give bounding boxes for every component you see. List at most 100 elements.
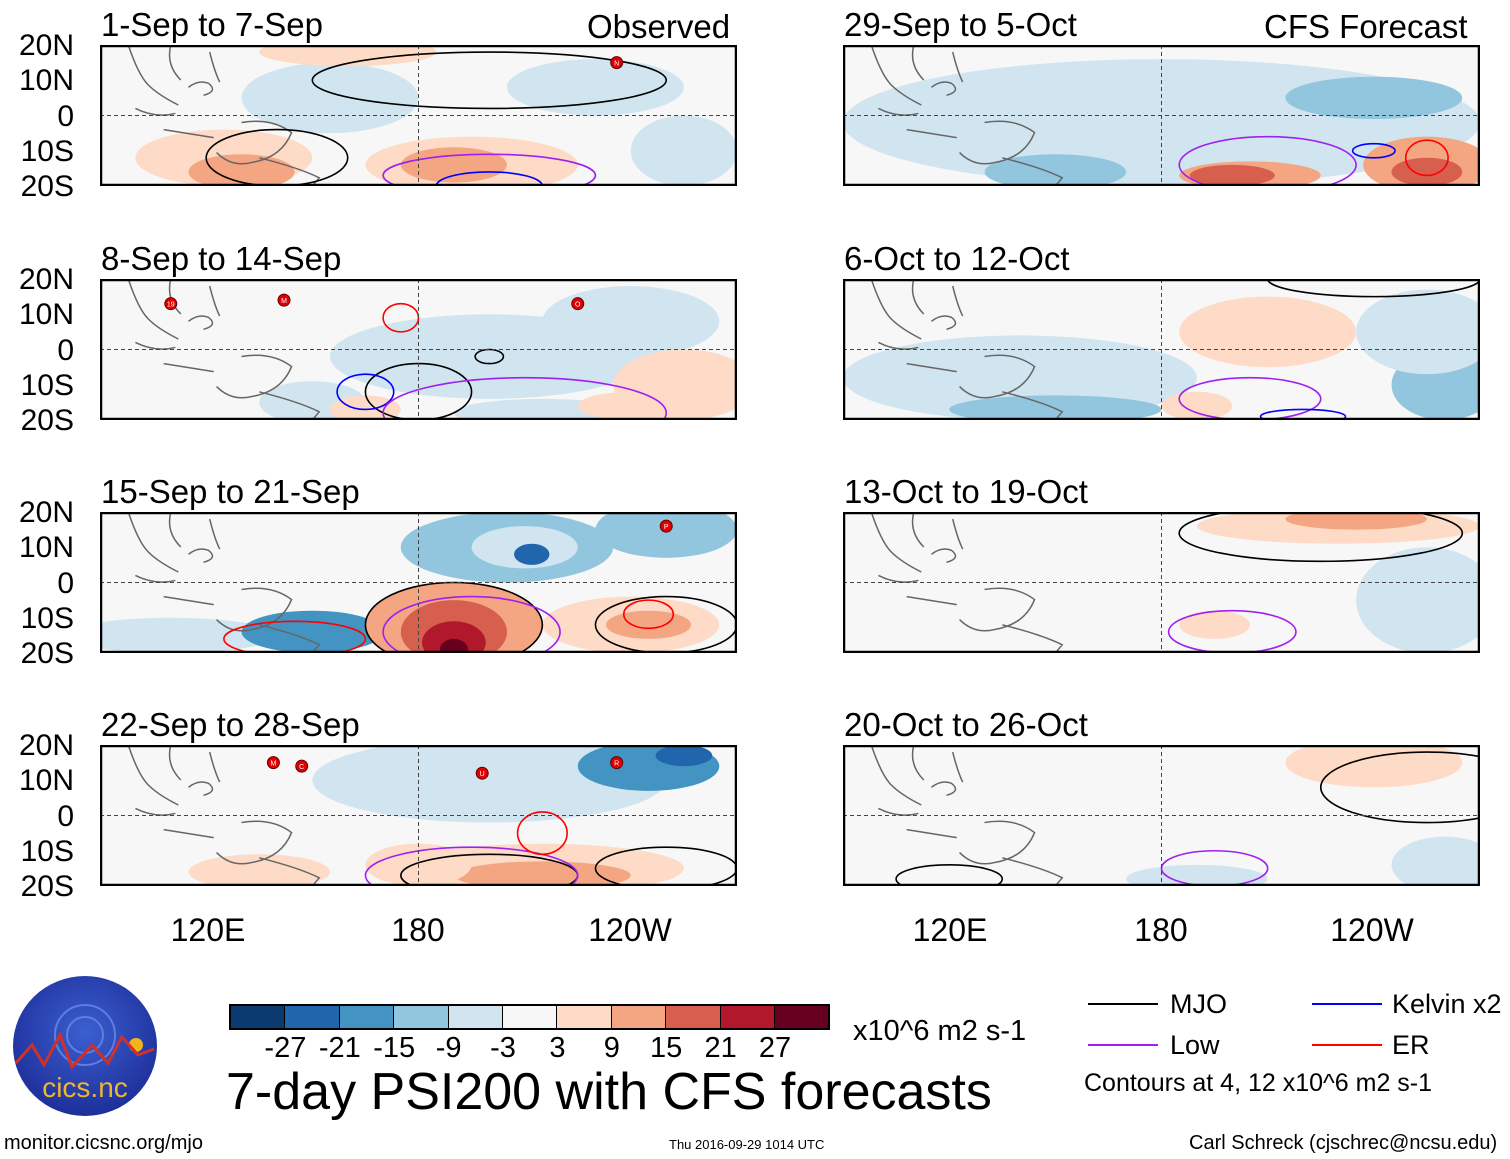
- cyclone-label: R: [614, 761, 619, 768]
- colorbar-tick-label: 27: [758, 1032, 792, 1064]
- legend-kelvin-line: [1312, 1003, 1382, 1005]
- cyclone-label: M: [270, 761, 276, 768]
- map-frame: [843, 279, 1480, 420]
- psi-anomaly-shading: [100, 617, 277, 653]
- colorbar-swatch: [557, 1006, 612, 1028]
- lat-label: 10N: [18, 298, 74, 332]
- colorbar-swatch: [448, 1006, 503, 1028]
- panel-title: 13-Oct to 19-Oct: [844, 473, 1088, 510]
- colorbar-tick-label: 21: [704, 1032, 737, 1064]
- lon-label-180-left: 180: [391, 912, 445, 948]
- psi-anomaly-shading: [577, 391, 684, 420]
- wave-contour: [364, 846, 579, 886]
- colorbar-units: x10^6 m2 s-1: [853, 1015, 1027, 1047]
- lat-label: 10N: [18, 764, 74, 798]
- colorbar-tick-label: -9: [435, 1032, 462, 1064]
- coastline: [870, 279, 1064, 420]
- psi-anomaly-shading: [595, 512, 737, 558]
- legend-low-line: [1088, 1044, 1158, 1046]
- map-panel: M C U R: [100, 745, 737, 886]
- colorbar-swatch: [502, 1006, 558, 1028]
- lat-label: 10S: [20, 134, 74, 168]
- colorbar-tick-label: -15: [373, 1032, 416, 1064]
- lat-label: 20S: [20, 870, 74, 903]
- observed-label: Observed: [587, 8, 731, 45]
- psi-anomaly-shading: [453, 861, 631, 886]
- lat-label: 20N: [18, 729, 74, 762]
- psi-anomaly-shading: [1285, 76, 1463, 120]
- lon-label-120w-left: 120W: [588, 912, 672, 948]
- legend-er-line: [1312, 1044, 1382, 1046]
- tropical-cyclone-icon: [571, 297, 585, 311]
- legend-low-label: Low: [1170, 1030, 1220, 1060]
- wave-contour: [1351, 142, 1396, 159]
- psi-anomaly-shading: [514, 543, 550, 565]
- wave-contour: [1178, 512, 1464, 563]
- psi-anomaly-shading: [188, 854, 331, 886]
- colorbar-swatch: [720, 1006, 775, 1028]
- wave-contour: [205, 128, 349, 186]
- coastline: [127, 745, 321, 886]
- tropical-cyclone-icon: [610, 56, 624, 70]
- wave-contour: [622, 599, 675, 630]
- wave-contour: [382, 153, 597, 186]
- panel-title: 15-Sep to 21-Sep: [101, 473, 360, 510]
- panel-title: 22-Sep to 28-Sep: [101, 706, 360, 743]
- tropical-cyclone-icon: [659, 519, 673, 533]
- coastline: [870, 512, 1064, 653]
- wave-contour: [594, 846, 737, 886]
- lat-label: 0: [57, 333, 74, 367]
- wave-contour: [516, 811, 568, 856]
- colorbar-swatch: [339, 1006, 395, 1028]
- wave-contour: [474, 348, 505, 365]
- lon-label-120w-right: 120W: [1330, 912, 1414, 948]
- psi-anomaly-shading: [655, 745, 713, 767]
- psi-anomaly-shading: [949, 395, 1162, 420]
- wave-contour: [1404, 139, 1449, 177]
- lon-label-120e-left: 120E: [170, 912, 246, 948]
- lat-label: 20N: [18, 496, 74, 529]
- wave-contour: [382, 376, 667, 420]
- colorbar: [229, 1004, 831, 1030]
- legend-mjo-label: MJO: [1170, 989, 1227, 1019]
- psi-anomaly-shading: [400, 147, 507, 183]
- colorbar-swatch: [774, 1006, 829, 1028]
- figure-title: 7-day PSI200 with CFS forecasts: [226, 1063, 992, 1121]
- footer-timestamp: Thu 2016-09-29 1014 UTC: [669, 1137, 825, 1152]
- coastline: [127, 279, 321, 420]
- panel-title: 6-Oct to 12-Oct: [844, 240, 1070, 277]
- wave-contour: [223, 620, 367, 653]
- colorbar-swatch: [666, 1006, 721, 1028]
- logo-text: cics.nc: [42, 1072, 128, 1103]
- psi-anomaly-shading: [1179, 296, 1357, 368]
- contours-note: Contours at 4, 12 x10^6 m2 s-1: [1084, 1069, 1433, 1097]
- psi-anomaly-shading: [241, 610, 384, 653]
- psi-anomaly-shading: [542, 286, 720, 357]
- map-frame: [100, 45, 737, 186]
- map-frame: [843, 512, 1480, 653]
- map-panel: 19 M O: [100, 279, 737, 420]
- psi-anomaly-shading: [188, 154, 295, 186]
- wave-contour: [895, 864, 1004, 886]
- map-panel: P: [100, 512, 737, 653]
- psi-anomaly-shading: [1391, 836, 1480, 886]
- tropical-cyclone-icon: [610, 756, 624, 770]
- psi-anomaly-shading: [259, 45, 437, 67]
- psi-anomaly-shading: [630, 115, 737, 186]
- coastline: [870, 745, 1064, 886]
- legend-mjo-line: [1088, 1003, 1158, 1005]
- coastline: [127, 45, 321, 186]
- lat-label: 20N: [18, 263, 74, 296]
- colorbar-swatch: [285, 1006, 340, 1028]
- psi-anomaly-shading: [439, 638, 469, 653]
- map-frame: [100, 745, 737, 886]
- footer-url[interactable]: monitor.cicsnc.org/mjo: [4, 1132, 203, 1154]
- map-frame: [843, 45, 1480, 186]
- colorbar-tick-label: 9: [603, 1032, 620, 1064]
- lat-label: 10N: [18, 64, 74, 98]
- lat-label: 10S: [20, 834, 74, 868]
- psi-anomaly-shading: [606, 610, 691, 639]
- wave-contour: [1160, 849, 1269, 886]
- panel-title: 20-Oct to 26-Oct: [844, 706, 1088, 743]
- psi-anomaly-shading: [1285, 745, 1463, 788]
